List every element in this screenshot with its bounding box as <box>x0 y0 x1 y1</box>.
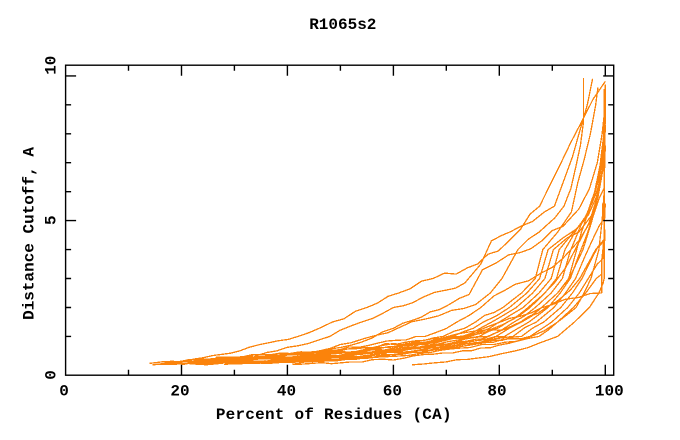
svg-text:0: 0 <box>42 370 60 380</box>
svg-text:60: 60 <box>383 383 402 401</box>
svg-text:0: 0 <box>59 383 69 401</box>
svg-text:20: 20 <box>170 383 189 401</box>
svg-text:Distance Cutoff, A: Distance Cutoff, A <box>21 147 39 320</box>
svg-text:10: 10 <box>42 56 60 75</box>
svg-text:80: 80 <box>487 383 506 401</box>
svg-text:Percent of Residues (CA): Percent of Residues (CA) <box>216 406 452 424</box>
svg-text:40: 40 <box>277 383 296 401</box>
svg-text:5: 5 <box>42 215 60 225</box>
svg-text:100: 100 <box>595 383 624 401</box>
svg-text:R1065s2: R1065s2 <box>309 16 376 34</box>
